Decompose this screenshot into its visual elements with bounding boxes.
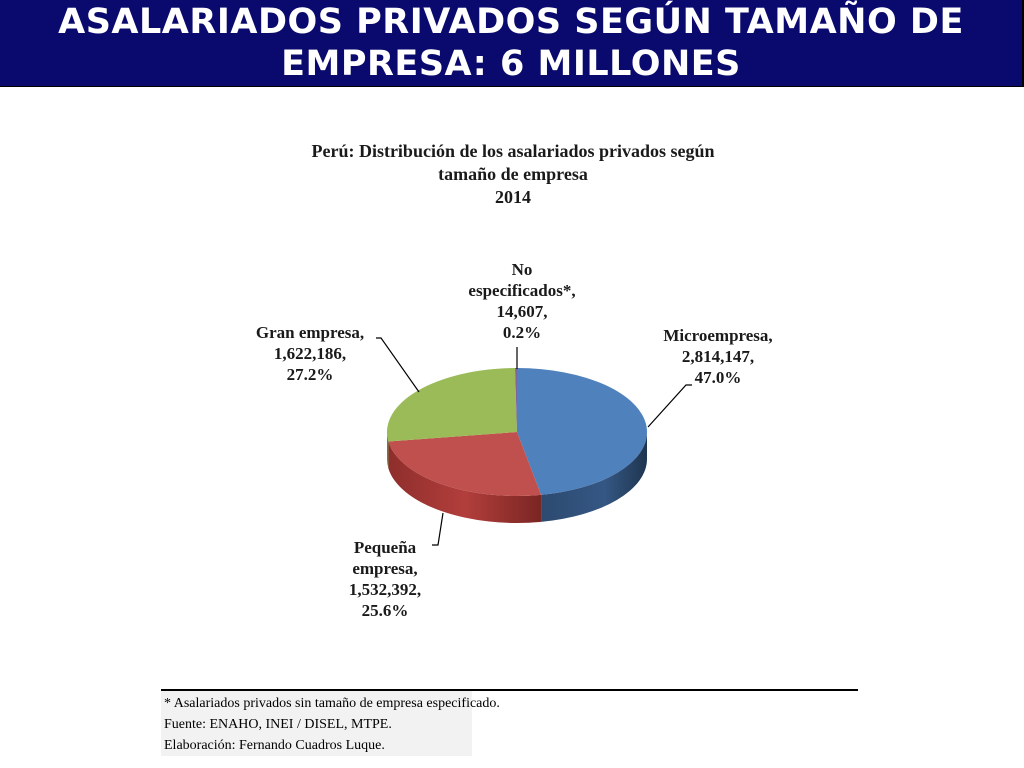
slice-label-line: Microempresa, bbox=[663, 326, 773, 345]
slice-label-line: 1,622,186, bbox=[273, 344, 347, 363]
pie-side-microempresa bbox=[541, 432, 647, 522]
slice-label-line: 0.2% bbox=[502, 323, 542, 342]
footnote: * Asalariados privados sin tamaño de emp… bbox=[164, 696, 500, 711]
slice-label-line: 1,532,392, bbox=[348, 580, 422, 599]
pie-slice-microempresa bbox=[517, 368, 648, 495]
chart-title-line-1: Perú: Distribución de los asalariados pr… bbox=[311, 141, 715, 161]
slice-label-line: especificados*, bbox=[468, 281, 576, 300]
pie-slice-pequena-empresa bbox=[388, 432, 542, 496]
pie-slice-no-especificados bbox=[515, 368, 517, 432]
slice-label-line: 14,607, bbox=[496, 302, 548, 321]
slice-label-line: empresa, bbox=[352, 559, 418, 578]
author-note: Elaboración: Fernando Cuadros Luque. bbox=[164, 738, 385, 753]
chart-title-line-2: tamaño de empresa bbox=[438, 164, 588, 184]
slice-label-line: 2,814,147, bbox=[681, 347, 755, 366]
chart-title-line-3: 2014 bbox=[495, 187, 531, 207]
slice-label-line: No bbox=[511, 260, 533, 279]
source-note: Fuente: ENAHO, INEI / DISEL, MTPE. bbox=[164, 717, 392, 732]
chart-notes: * Asalariados privados sin tamaño de emp… bbox=[161, 689, 858, 756]
notes-box: * Asalariados privados sin tamaño de emp… bbox=[161, 691, 500, 756]
pie-side-pequena-empresa bbox=[388, 441, 542, 523]
leader-line-gran-empresa bbox=[376, 337, 420, 393]
slice-label-line: Pequeña bbox=[353, 538, 417, 557]
slice-label-gran-empresa: Gran empresa, 1,622,186, 27.2% bbox=[240, 322, 380, 385]
page-title: ASALARIADOS PRIVADOS SEGÚN TAMAÑO DE EMP… bbox=[58, 2, 964, 84]
slice-label-line: 27.2% bbox=[286, 365, 334, 384]
slice-label-microempresa: Microempresa, 2,814,147, 47.0% bbox=[648, 325, 788, 388]
slice-label-line: 25.6% bbox=[361, 601, 409, 620]
slice-label-no-especificados: No especificados*, 14,607, 0.2% bbox=[447, 259, 597, 343]
header-banner: ASALARIADOS PRIVADOS SEGÚN TAMAÑO DE EMP… bbox=[0, 0, 1024, 87]
slice-label-line: 47.0% bbox=[694, 368, 742, 387]
slice-label-line: Gran empresa, bbox=[255, 323, 365, 342]
slice-label-pequena-empresa: Pequeña empresa, 1,532,392, 25.6% bbox=[330, 537, 440, 621]
leader-line-pequena-empresa bbox=[432, 512, 444, 546]
pie-side-gran-empresa bbox=[387, 432, 389, 469]
chart-title: Perú: Distribución de los asalariados pr… bbox=[213, 140, 813, 209]
pie-slice-gran-empresa bbox=[387, 368, 517, 442]
leader-line-microempresa bbox=[647, 384, 692, 428]
